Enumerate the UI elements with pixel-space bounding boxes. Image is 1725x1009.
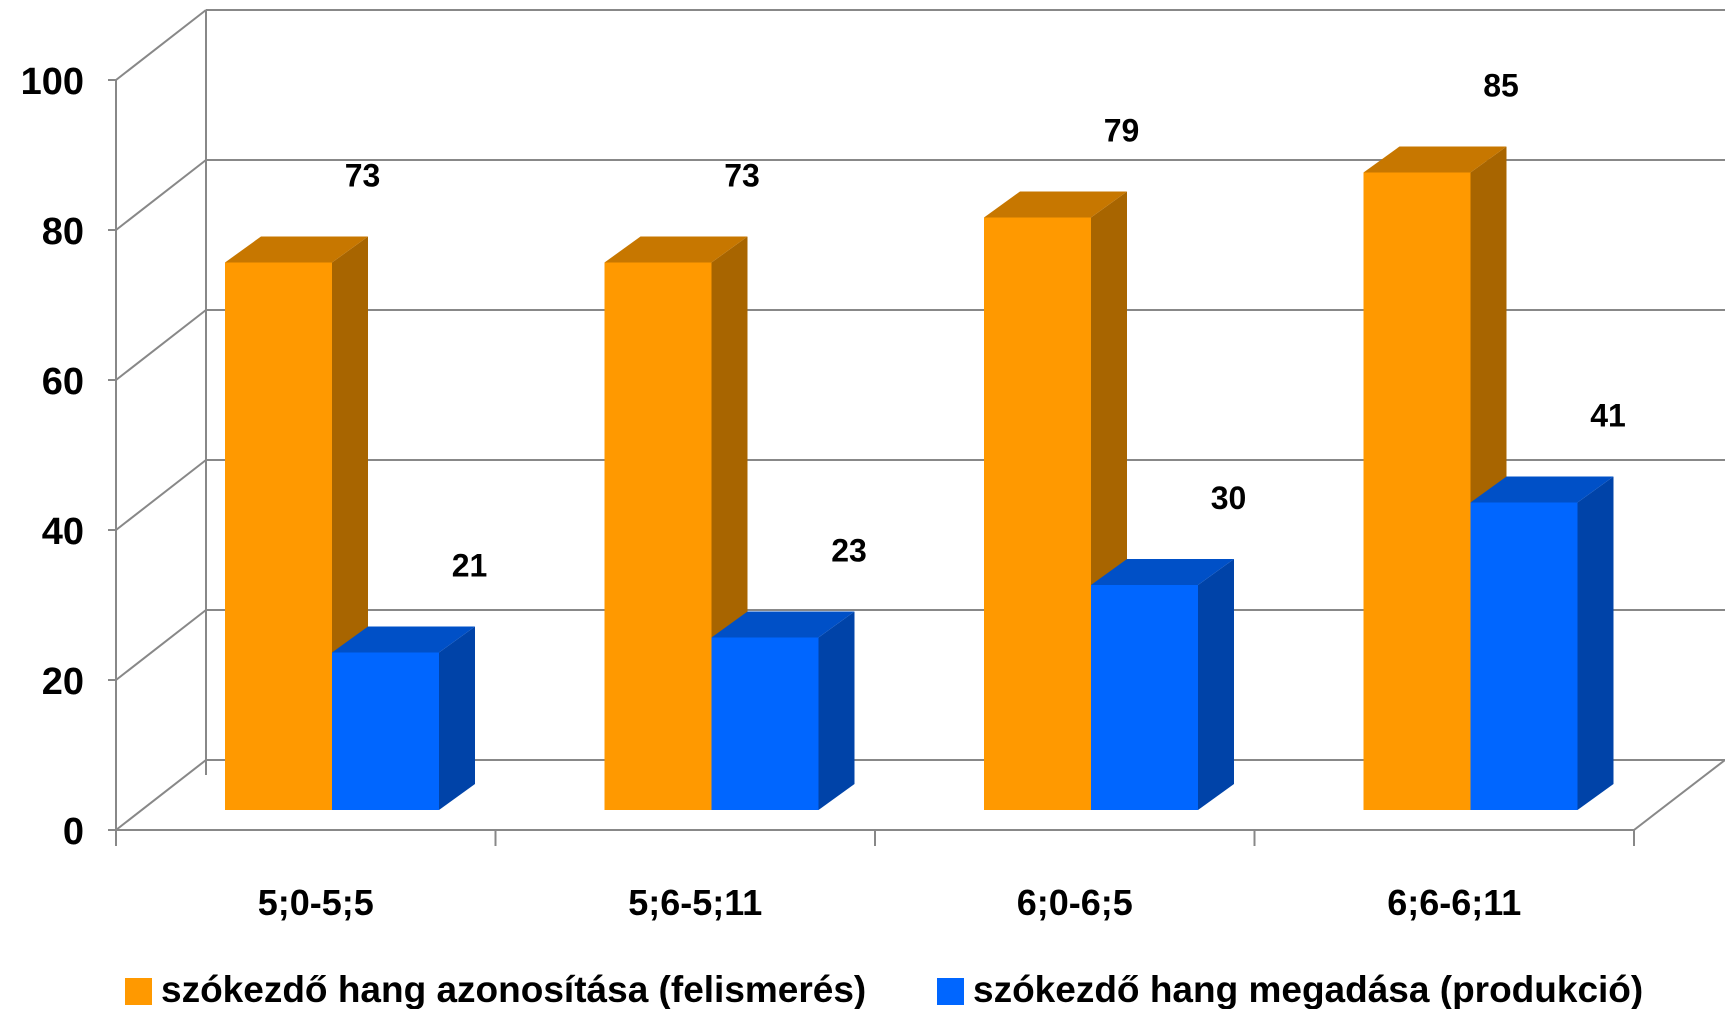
data-label: 21: [452, 548, 488, 584]
axes: [115, 80, 1635, 846]
y-tick-label: 60: [42, 361, 84, 403]
bar-top: [225, 236, 368, 263]
x-tick-label: 6;0-6;5: [1017, 882, 1133, 923]
floor-right-edge: [1633, 759, 1725, 831]
data-label: 30: [1211, 480, 1247, 516]
bar-top: [711, 611, 855, 638]
x-tick-label: 5;0-5;5: [258, 882, 374, 923]
bar-side: [1577, 476, 1614, 810]
data-label: 41: [1590, 398, 1626, 434]
data-labels: 73 21 73 23 79 30 85 41: [345, 68, 1626, 584]
y-tick-label: 40: [42, 511, 84, 553]
bar-top: [604, 236, 748, 263]
tick-labels: 0 20 40 60 80 100 5;0-5;5 5;6-5;11 6;0-6;5 6;6-6;…: [21, 61, 1522, 923]
gridline-side: [115, 759, 207, 831]
data-label: 23: [831, 533, 867, 569]
data-label: 73: [345, 158, 381, 194]
bar: [984, 217, 1091, 810]
y-tick-label: 20: [42, 661, 84, 703]
bar-top: [984, 191, 1127, 218]
gridline-side: [115, 459, 207, 531]
bar-top: [1363, 146, 1507, 173]
bar-top: [332, 626, 475, 653]
bar-side: [818, 611, 855, 810]
x-tick-label: 5;6-5;11: [628, 882, 762, 923]
gridline-side: [115, 609, 207, 681]
bar: [1363, 172, 1471, 810]
legend-label: szókezdő hang azonosítása (felismerés): [161, 969, 866, 1009]
bar-side: [439, 626, 475, 810]
gridline-side: [115, 159, 207, 231]
bars: [225, 146, 1614, 810]
bar-top: [1470, 476, 1614, 503]
x-tick-label: 6;6-6;11: [1387, 882, 1521, 923]
bar: [1470, 502, 1578, 810]
legend-swatch: [937, 978, 964, 1005]
bar-side: [1198, 559, 1234, 810]
y-tick-label: 80: [42, 211, 84, 253]
bar: [604, 262, 712, 810]
gridline-side: [115, 9, 207, 81]
data-label: 79: [1104, 113, 1140, 149]
bar: [332, 652, 439, 810]
data-label: 73: [724, 158, 760, 194]
gridline-side: [115, 309, 207, 381]
data-label: 85: [1483, 68, 1519, 104]
legend: szókezdő hang azonosítása (felismerés) sz…: [125, 969, 1643, 1009]
legend-label: szókezdő hang megadása (produkció): [973, 969, 1643, 1009]
legend-swatch: [125, 978, 152, 1005]
bar: [1091, 585, 1198, 810]
y-tick-label: 100: [21, 61, 84, 103]
bar-top: [1091, 559, 1234, 585]
back-wall-frame: [205, 10, 1725, 831]
bar: [225, 262, 332, 810]
y-tick-label: 0: [63, 811, 84, 853]
bar: [711, 637, 819, 810]
